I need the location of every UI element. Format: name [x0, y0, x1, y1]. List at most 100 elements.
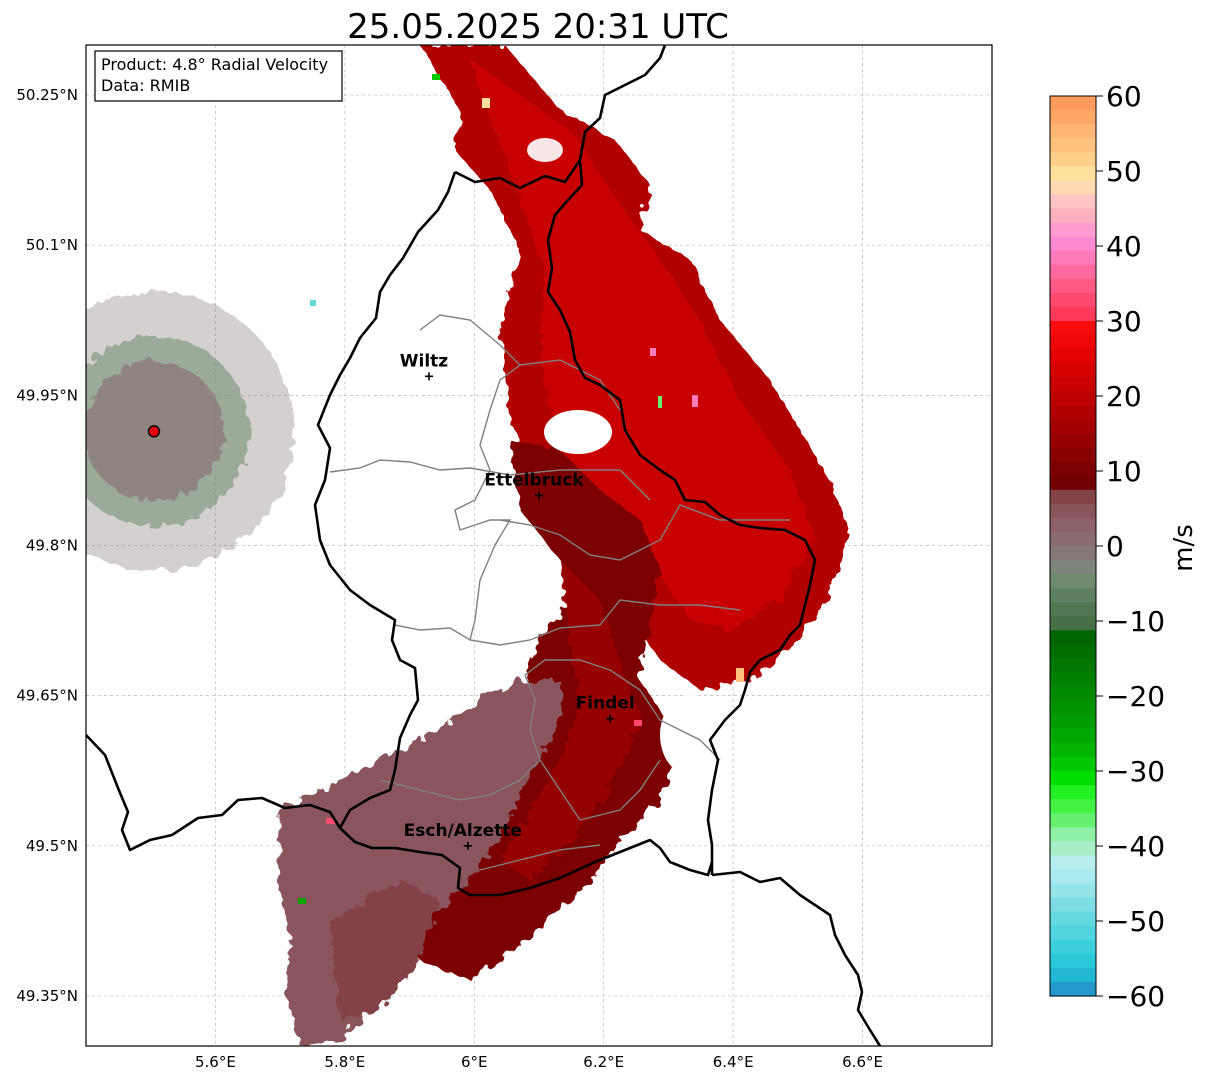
- colorbar-cell: [1050, 771, 1096, 786]
- colorbar-cell: [1050, 250, 1096, 266]
- colorbar-cell: [1050, 180, 1096, 196]
- national-borders: [85, 44, 882, 1047]
- colorbar-cell: [1050, 391, 1096, 406]
- colorbar-cell: [1050, 503, 1096, 519]
- city-label: Findel: [576, 694, 635, 714]
- colorbar-cell: [1050, 335, 1096, 350]
- colorbar-cell: [1050, 138, 1096, 153]
- city-label: Ettelbruck: [484, 470, 584, 490]
- colorbar-cell: [1050, 321, 1096, 336]
- map-frame: [85, 44, 993, 1047]
- echo-speck: [658, 396, 662, 408]
- data-source-text: Data: RMIB: [101, 76, 190, 95]
- city-label: Esch/Alzette: [404, 821, 522, 841]
- radar-site-marker: [147, 425, 161, 438]
- colorbar-cell: [1050, 756, 1096, 772]
- colorbar-cell: [1050, 602, 1096, 617]
- colorbar: 60 50 40 30 20 10 0 −10 −20 −30 −40 −50 −60 m/s: [1049, 80, 1199, 1013]
- colorbar-cell: [1050, 630, 1096, 646]
- product-text: Product: 4.8° Radial Velocity: [101, 55, 328, 74]
- colorbar-cell: [1050, 700, 1096, 716]
- latitude-tick-label: 49.8°N: [26, 537, 78, 555]
- colorbar-cell: [1050, 939, 1096, 955]
- colorbar-cell: [1050, 658, 1096, 674]
- echo-gap: [544, 410, 612, 454]
- colorbar-cell: [1050, 110, 1096, 125]
- longitude-tick-label: 6.2°E: [583, 1053, 624, 1071]
- echo-speck: [298, 898, 306, 904]
- colorbar-cell: [1050, 306, 1096, 322]
- city-marker-icon: [463, 841, 472, 850]
- colorbar-cell: [1050, 96, 1096, 111]
- colorbar-cell: [1050, 278, 1096, 294]
- colorbar-cell: [1050, 799, 1096, 814]
- colorbar-cell: [1050, 349, 1096, 364]
- colorbar-tick-label: 50: [1106, 155, 1142, 188]
- colorbar-cell: [1050, 672, 1096, 688]
- figure-title: 25.05.2025 20:31 UTC: [347, 7, 729, 47]
- colorbar-tick-label: −60: [1106, 980, 1165, 1013]
- colorbar-tick-label: −10: [1106, 605, 1165, 638]
- colorbar-cell: [1050, 588, 1096, 603]
- colorbar-cell: [1050, 897, 1096, 913]
- echo-band-central-mid: [500, 560, 640, 880]
- colorbar-cell: [1050, 644, 1096, 660]
- colorbar-cells: [1050, 96, 1096, 997]
- info-box: Product: 4.8° Radial Velocity Data: RMIB: [94, 50, 343, 102]
- colorbar-cell: [1050, 292, 1096, 308]
- latitude-ticks: 50.25°N 50.1°N 49.95°N 49.8°N 49.65°N 49.5°N 4…: [16, 86, 78, 1005]
- colorbar-cell: [1050, 447, 1096, 463]
- colorbar-cell: [1050, 377, 1096, 392]
- colorbar-cell: [1050, 222, 1096, 238]
- colorbar-cell: [1050, 546, 1096, 561]
- colorbar-cell: [1050, 953, 1096, 969]
- city-label: Wiltz: [400, 351, 449, 371]
- colorbar-tick-label: −20: [1106, 680, 1165, 713]
- latitude-tick-label: 50.25°N: [16, 86, 78, 104]
- colorbar-cell: [1050, 124, 1096, 139]
- echo-gap: [527, 138, 563, 162]
- radar-site: [147, 425, 161, 438]
- colorbar-cell: [1050, 475, 1096, 491]
- echo-speck: [650, 348, 656, 356]
- colorbar-tick-label: 10: [1106, 455, 1142, 488]
- colorbar-cell: [1050, 405, 1096, 421]
- colorbar-cell: [1050, 883, 1096, 899]
- colorbar-cell: [1050, 855, 1096, 871]
- colorbar-unit-label: m/s: [1169, 524, 1199, 572]
- colorbar-tick-label: −40: [1106, 830, 1165, 863]
- colorbar-cell: [1050, 841, 1096, 856]
- colorbar-cell: [1050, 489, 1096, 505]
- echo-speck: [692, 395, 698, 407]
- colorbar-cell: [1050, 461, 1096, 477]
- latitude-tick-label: 49.5°N: [26, 837, 78, 855]
- echo-band-southwest-shade: [330, 880, 440, 1020]
- colorbar-cell: [1050, 728, 1096, 744]
- colorbar-cell: [1050, 574, 1096, 589]
- colorbar-cell: [1050, 686, 1096, 702]
- colorbar-tick-label: 60: [1106, 80, 1142, 113]
- colorbar-cell: [1050, 925, 1096, 941]
- echo-speck: [432, 74, 440, 80]
- echo-speck: [310, 300, 316, 306]
- colorbar-cell: [1050, 236, 1096, 252]
- colorbar-cell: [1050, 981, 1096, 997]
- echo-band-north-core: [470, 60, 815, 630]
- colorbar-cell: [1050, 827, 1096, 842]
- longitude-tick-label: 6.6°E: [842, 1053, 883, 1071]
- colorbar-cell: [1050, 813, 1096, 828]
- colorbar-cell: [1050, 194, 1096, 210]
- longitude-ticks: 5.6°E 5.8°E 6°E 6.2°E 6.4°E 6.6°E: [195, 1053, 883, 1071]
- city-marker-icon: [535, 491, 543, 500]
- colorbar-cell: [1050, 208, 1096, 224]
- latitude-tick-label: 50.1°N: [26, 236, 78, 254]
- colorbar-cell: [1050, 419, 1096, 435]
- colorbar-cell: [1050, 911, 1096, 927]
- map-panel: Product: 4.8° Radial Velocity Data: RMIB…: [16, 44, 993, 1071]
- colorbar-tick-label: −30: [1106, 755, 1165, 788]
- colorbar-cell: [1050, 714, 1096, 730]
- colorbar-cell: [1050, 264, 1096, 280]
- echo-speck: [326, 818, 336, 824]
- echo-band-central: [400, 440, 680, 980]
